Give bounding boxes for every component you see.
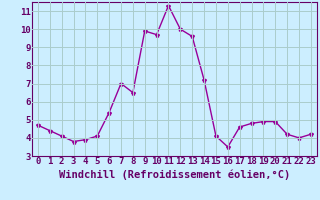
X-axis label: Windchill (Refroidissement éolien,°C): Windchill (Refroidissement éolien,°C) (59, 169, 290, 180)
